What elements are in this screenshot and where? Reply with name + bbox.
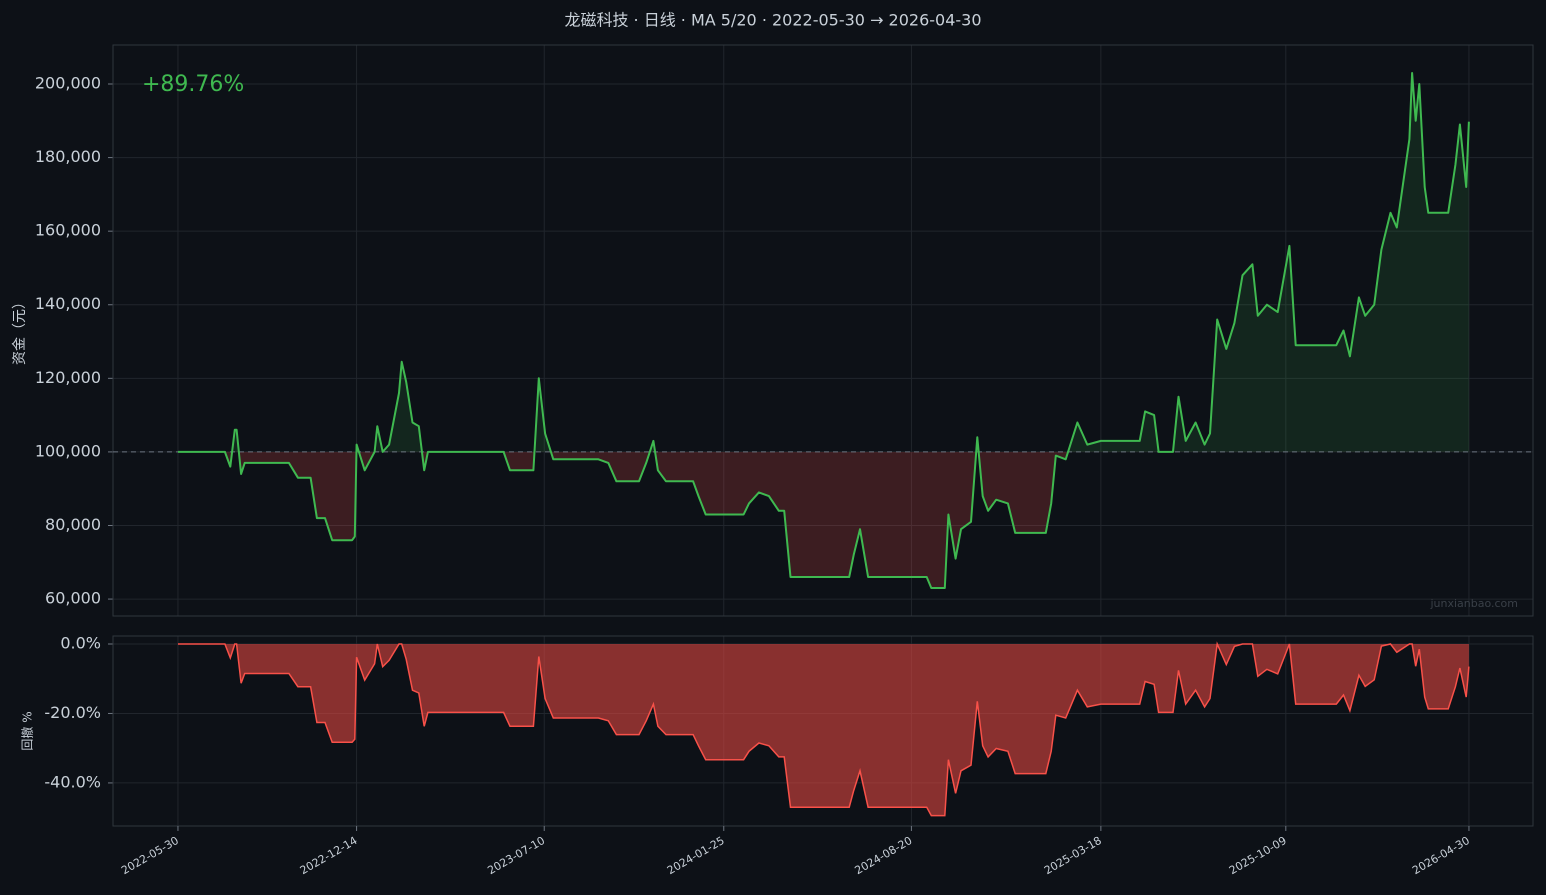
- y-tick-label: 80,000: [45, 515, 101, 534]
- x-tick-label: 2022-05-30: [119, 834, 181, 877]
- x-tick-label: 2024-01-25: [665, 834, 727, 877]
- y-tick-label: 0.0%: [60, 633, 101, 652]
- y-tick-label: -40.0%: [44, 772, 101, 791]
- y-tick-label: 100,000: [35, 441, 101, 460]
- drawdown-fill: [177, 643, 1469, 816]
- equity-line: [178, 72, 1470, 589]
- y-tick-label: 180,000: [35, 147, 101, 166]
- x-tick-label: 2025-03-18: [1042, 834, 1104, 877]
- plot-frame: [112, 44, 1534, 617]
- y-tick-label: 200,000: [35, 73, 101, 92]
- x-tick-label: 2025-10-09: [1227, 834, 1289, 877]
- y-axis-label: 资金（元）: [12, 295, 28, 365]
- y-tick-label: 60,000: [45, 589, 101, 608]
- x-tick-label: 2024-08-20: [853, 834, 915, 877]
- plot-frame: [112, 635, 1534, 827]
- annotation: +89.76%: [142, 72, 244, 97]
- y-axis-label: 回撤 %: [20, 711, 35, 750]
- x-tick-label: 2026-04-30: [1410, 834, 1472, 877]
- watermark: junxianbao.com: [1429, 597, 1518, 610]
- drawdown-line: [178, 641, 1470, 817]
- y-tick-label: -20.0%: [44, 703, 101, 722]
- gain-fill: [177, 73, 1469, 452]
- x-tick-label: 2023-07-10: [485, 834, 547, 877]
- y-tick-label: 160,000: [35, 221, 101, 240]
- y-tick-label: 140,000: [35, 294, 101, 313]
- loss-fill: [224, 451, 1069, 588]
- x-tick-label: 2022-12-14: [298, 834, 360, 877]
- y-tick-label: 120,000: [35, 368, 101, 387]
- chart-title: 龙磁科技 · 日线 · MA 5/20 · 2022-05-30 → 2026-…: [564, 11, 981, 30]
